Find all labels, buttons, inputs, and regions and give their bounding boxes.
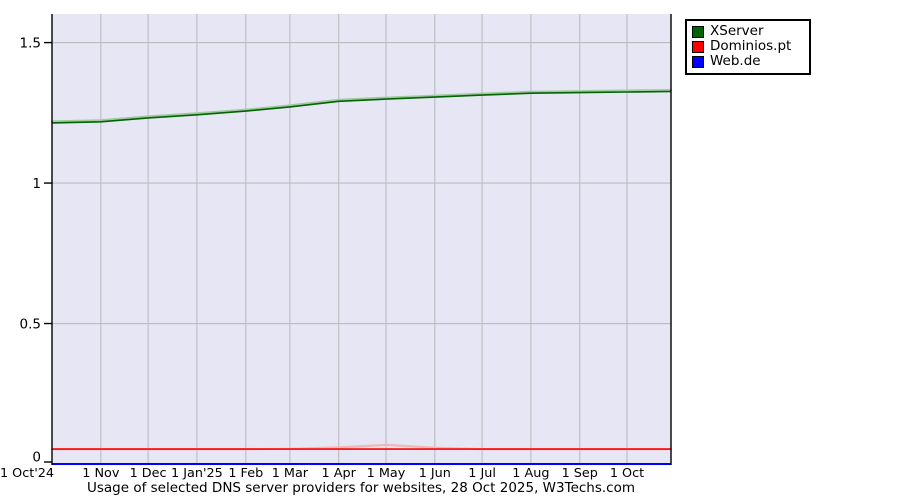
y-tick-label: 0.5 [20,316,41,332]
dominios-swatch-icon [692,40,704,53]
x-tick-label: 1 Apr [322,466,357,481]
x-tick-label: 1 May [367,466,406,481]
plot-area [52,14,671,465]
x-tick-label: 1 Mar [272,466,309,481]
legend-label-dominios: Dominios.pt [710,38,792,54]
xserver-swatch-icon [692,25,704,38]
chart-title: Usage of selected DNS server providers f… [86,480,636,496]
legend-label-xserver: XServer [710,23,764,39]
x-tick-label: 1 Jun [419,466,451,481]
x-tick-label: 1 Nov [82,466,120,481]
x-tick-label: 1 Sep [562,466,598,481]
x-tick-label: 1 Jan'25 [171,466,223,481]
x-tick-label: 1 Feb [228,466,263,481]
series-line-xserver [51,90,672,124]
chart-legend: XServer Dominios.pt Web.de [685,19,811,75]
x-tick-label: 1 Oct'24 [0,466,54,481]
legend-label-webde: Web.de [710,53,761,69]
legend-item-dominios: Dominios.pt [692,39,804,54]
x-tick-label: 1 Oct [610,466,644,481]
y-tick-label: 1 [32,176,41,192]
series-soft-xserver [50,88,673,123]
x-tick-label: 1 Jul [468,466,496,481]
x-tick-label: 1 Aug [512,466,549,481]
legend-item-xserver: XServer [692,24,804,39]
legend-item-webde: Web.de [692,54,804,69]
y-tick-label: 1.5 [20,35,41,51]
webde-swatch-icon [692,55,704,68]
x-tick-label: 1 Dec [130,466,167,481]
y-tick-label: 0 [32,450,41,466]
